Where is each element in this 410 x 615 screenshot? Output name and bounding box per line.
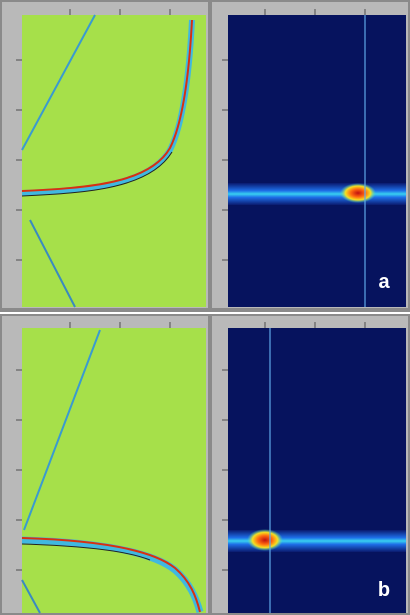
semblance-band xyxy=(228,183,406,205)
semblance xyxy=(228,328,406,613)
panel-b: b xyxy=(0,314,410,615)
semblance-peak xyxy=(340,183,376,203)
panel-label: a xyxy=(378,271,390,293)
gather xyxy=(22,15,206,307)
panel-a: a xyxy=(0,0,410,312)
semblance xyxy=(228,15,406,307)
page: a b (() => { const data = JSON.parse(doc… xyxy=(0,0,410,615)
semblance-peak xyxy=(247,529,283,551)
figure: a b xyxy=(0,0,410,615)
panel-label: b xyxy=(378,579,390,601)
